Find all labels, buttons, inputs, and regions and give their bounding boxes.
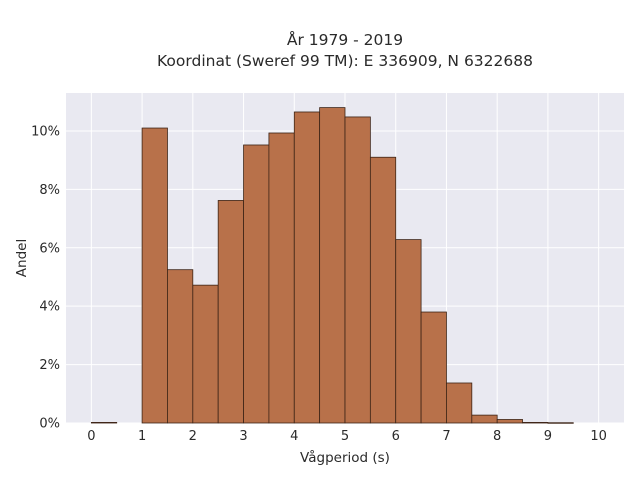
histogram-bar [243,144,270,424]
x-tick-labels: 0 1 2 3 4 5 6 7 8 9 10 [87,429,607,444]
histogram-bar [547,422,574,424]
y-axis-label: Andel [14,239,30,277]
histogram-bar [420,311,447,424]
chart-title-line-2: Koordinat (Sweref 99 TM): E 336909, N 63… [157,52,533,70]
y-tick-label: 4% [39,300,60,315]
histogram-bar [446,382,473,424]
x-axis-label: Vågperiod (s) [300,449,390,466]
histogram-bar [319,107,346,424]
y-tick-label: 2% [39,358,60,373]
histogram-bar [496,419,523,424]
histogram-bar [293,111,321,424]
x-tick-label: 9 [544,429,552,444]
histogram-bar [369,156,397,424]
x-tick-label: 0 [87,429,95,444]
x-tick-label: 3 [239,429,247,444]
x-tick-label: 8 [493,429,501,444]
x-tick-label: 2 [189,429,197,444]
histogram-bar [395,239,422,424]
x-tick-label: 10 [590,429,607,444]
histogram-bar [167,269,194,424]
histogram-bar [217,200,244,424]
bars [90,107,574,424]
histogram-bar [471,414,498,424]
chart-title-line-1: År 1979 - 2019 [287,30,403,49]
histogram-bar [268,132,295,424]
y-tick-label: 10% [31,124,60,139]
histogram-bar [90,422,118,424]
histogram-bar [344,116,371,424]
histogram-bar [522,422,549,424]
x-tick-label: 5 [341,429,349,444]
x-tick-label: 7 [442,429,450,444]
histogram-bar [192,284,219,424]
y-tick-labels: 0% 2% 4% 6% 8% 10% [31,124,60,431]
x-tick-label: 6 [392,429,400,444]
y-tick-label: 6% [39,241,60,256]
x-tick-label: 1 [138,429,146,444]
x-tick-label: 4 [290,429,298,444]
histogram-bar [141,127,168,424]
y-tick-label: 0% [39,417,60,432]
y-tick-label: 8% [39,183,60,198]
